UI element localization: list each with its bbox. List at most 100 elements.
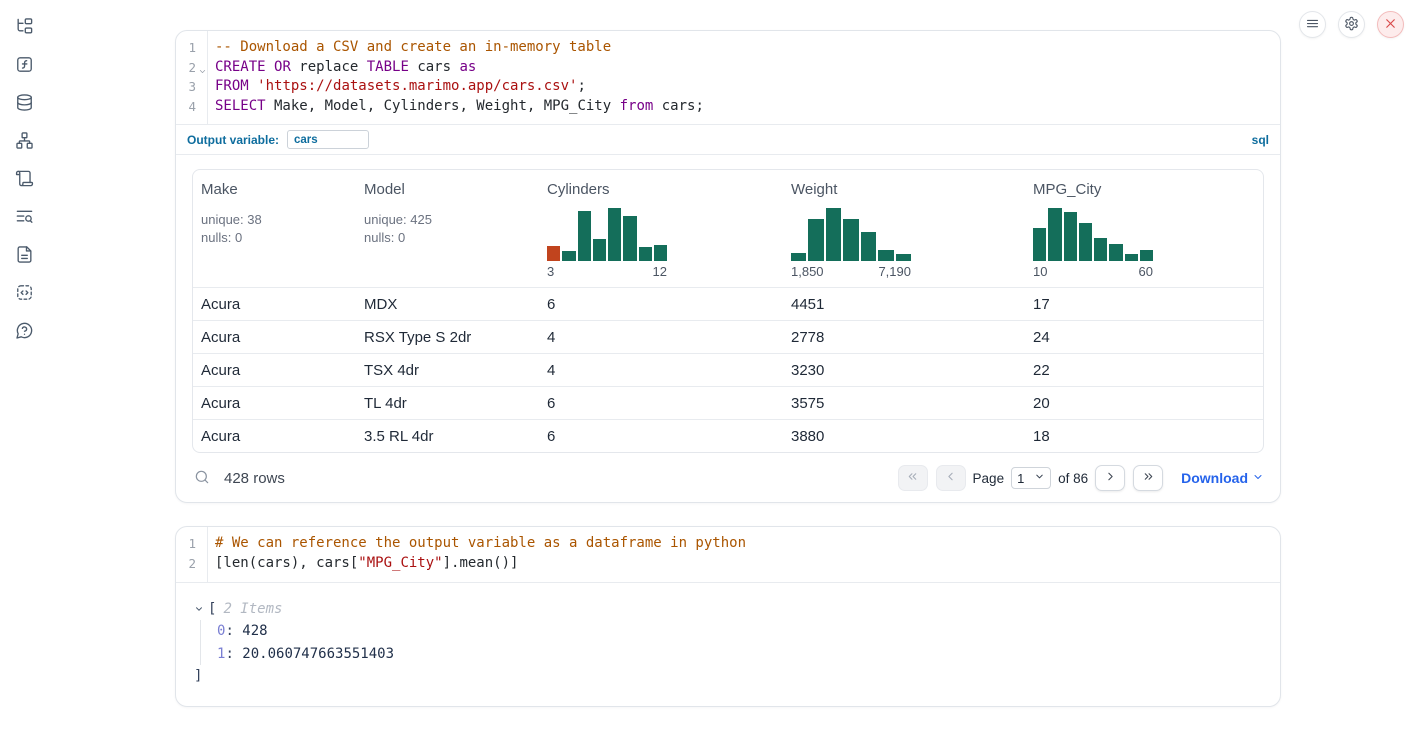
sql-keyword: OR: [274, 58, 291, 75]
snippets-icon: [15, 283, 34, 305]
column-label[interactable]: MPG_City: [1033, 181, 1102, 199]
data-table: Make unique: 38 nulls: 0 Model unique: 4…: [192, 169, 1264, 454]
table-cell: 20: [1033, 394, 1050, 412]
sql-code: replace: [290, 58, 367, 75]
histogram-bar: [1109, 244, 1123, 262]
table-row: Acura 3.5 RL 4dr 6 3880 18: [193, 419, 1263, 452]
line-number: 3: [188, 79, 196, 95]
column-header-model: Model unique: 425 nulls: 0: [356, 170, 539, 287]
output-variable-input[interactable]: [287, 130, 370, 150]
menu-button[interactable]: [1299, 11, 1326, 38]
column-label[interactable]: Weight: [791, 181, 838, 199]
python-code: ].mean()]: [442, 554, 519, 571]
chevron-down-icon: [1252, 470, 1264, 486]
table-cell: 4451: [791, 295, 825, 313]
sidebar-item-variables[interactable]: [12, 54, 36, 78]
scroll-icon: [15, 169, 34, 191]
sql-keyword: from: [619, 97, 654, 114]
column-label[interactable]: Cylinders: [547, 181, 610, 199]
items-count-label: 2 Items: [223, 600, 283, 617]
python-code-editor[interactable]: 1 # We can reference the output variable…: [176, 527, 1280, 582]
pagination: Page 1 of 86 Download: [897, 465, 1264, 492]
hamburger-menu-icon: [1305, 16, 1320, 34]
download-button[interactable]: Download: [1181, 470, 1264, 486]
settings-button[interactable]: [1338, 11, 1365, 38]
histogram-bar: [843, 219, 859, 262]
histogram-bar: [577, 211, 591, 262]
table-cell: 6: [547, 427, 556, 445]
histogram-bar: [1094, 238, 1108, 262]
shutdown-button[interactable]: [1377, 11, 1404, 38]
column-header-mpg-city: MPG_City 10 60: [1025, 170, 1263, 287]
weight-histogram: 1,850 7,190: [791, 208, 911, 279]
table-cell: 17: [1033, 295, 1050, 313]
sql-string: 'https://datasets.marimo.app/cars.csv': [257, 78, 578, 95]
database-icon: [15, 93, 34, 115]
table-cell: 18: [1033, 427, 1050, 445]
sql-code: Make, Model, Cylinders, Weight, MPG_City: [265, 97, 620, 114]
sidebar-item-dependency-graph[interactable]: [12, 130, 36, 154]
sql-code: [249, 78, 257, 94]
histogram-bar: [1063, 212, 1077, 262]
top-right-controls: [1299, 11, 1404, 38]
python-cell: 1 # We can reference the output variable…: [175, 526, 1281, 707]
page-select[interactable]: 1: [1011, 467, 1052, 490]
network-icon: [15, 131, 34, 153]
sidebar-item-documentation[interactable]: [12, 244, 36, 268]
row-count: 428 rows: [224, 469, 285, 487]
sidebar-item-snippets[interactable]: [12, 282, 36, 306]
sql-code-editor[interactable]: 1 -- Download a CSV and create an in-mem…: [176, 31, 1280, 125]
sidebar-item-help[interactable]: [12, 320, 36, 344]
code-fold-chevron-icon[interactable]: [197, 62, 207, 73]
table-row: Acura RSX Type S 2dr 4 2778 24: [193, 320, 1263, 353]
column-header-weight: Weight 1,850 7,190: [783, 170, 1025, 287]
histogram-bar: [623, 216, 637, 262]
table-footer: 428 rows Page 1 of 86 Download: [192, 465, 1264, 492]
tree-collapse-chevron-icon[interactable]: [194, 604, 208, 614]
last-page-button[interactable]: [1133, 465, 1164, 492]
sql-code: [266, 59, 274, 75]
histogram-bar: [808, 219, 824, 262]
file-tree-icon: [15, 17, 34, 39]
column-label[interactable]: Model: [364, 181, 405, 199]
file-text-icon: [15, 245, 34, 267]
column-stats: unique: 38 nulls: 0: [201, 212, 262, 245]
sql-keyword: TABLE: [366, 58, 409, 75]
previous-page-button[interactable]: [935, 465, 966, 492]
line-number: 1: [188, 40, 196, 55]
table-cell: 4: [547, 361, 556, 379]
language-badge: sql: [1251, 132, 1269, 147]
tree-entry: 1: 20.060747663551403: [217, 645, 395, 662]
tree-root-row: [ 2 Items: [194, 598, 1262, 621]
next-page-button[interactable]: [1095, 465, 1126, 492]
chevrons-right-icon: [1142, 470, 1155, 486]
table-cell: 3230: [791, 361, 825, 379]
histogram-bar: [791, 253, 807, 262]
left-sidebar: [0, 0, 48, 729]
output-variable-label: Output variable:: [187, 132, 280, 147]
code-line: 3 FROM 'https://datasets.marimo.app/cars…: [176, 77, 1280, 97]
histogram-bar: [592, 239, 606, 262]
table-cell: Acura: [201, 361, 241, 379]
tree-entry: 0: 428: [217, 623, 268, 640]
python-string: "MPG_City": [358, 554, 443, 571]
text-search-icon: [15, 207, 34, 229]
divider: [176, 124, 1280, 126]
chevron-left-icon: [944, 470, 957, 486]
histogram-bar: [878, 250, 894, 262]
sidebar-item-logs[interactable]: [12, 206, 36, 230]
code-line: 2 [len(cars), cars["MPG_City"].mean()]: [176, 554, 1280, 574]
sidebar-item-explorer[interactable]: [12, 16, 36, 40]
first-page-button[interactable]: [897, 465, 928, 492]
sidebar-item-scratchpad[interactable]: [12, 168, 36, 192]
mpg-city-histogram: 10 60: [1033, 208, 1153, 279]
table-cell: RSX Type S 2dr: [364, 328, 472, 346]
table-cell: 3880: [791, 427, 825, 445]
column-label[interactable]: Make: [201, 181, 238, 199]
histogram-bar: [1033, 228, 1047, 262]
sidebar-item-data-sources[interactable]: [12, 92, 36, 116]
divider: [176, 154, 1280, 156]
search-button[interactable]: [192, 468, 212, 488]
column-header-cylinders: Cylinders 3 12: [539, 170, 783, 287]
column-header-make: Make unique: 38 nulls: 0: [193, 170, 356, 287]
